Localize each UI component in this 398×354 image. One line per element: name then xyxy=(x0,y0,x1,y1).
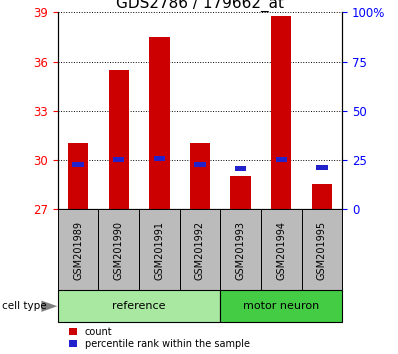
Legend: count, percentile rank within the sample: count, percentile rank within the sample xyxy=(69,327,250,349)
Text: GSM201995: GSM201995 xyxy=(317,221,327,280)
Bar xyxy=(220,209,261,292)
Bar xyxy=(230,176,251,209)
Bar xyxy=(316,165,328,170)
Text: reference: reference xyxy=(112,301,166,311)
Bar xyxy=(235,166,246,171)
Bar xyxy=(68,143,88,209)
Text: GSM201990: GSM201990 xyxy=(114,221,124,280)
Bar xyxy=(109,70,129,209)
Bar xyxy=(302,209,342,292)
Text: motor neuron: motor neuron xyxy=(243,301,320,311)
Bar xyxy=(113,157,124,162)
Bar xyxy=(276,157,287,162)
Bar xyxy=(154,156,165,161)
Text: cell type: cell type xyxy=(2,301,47,311)
Text: GSM201989: GSM201989 xyxy=(73,221,83,280)
Bar xyxy=(58,290,220,322)
Text: GSM201994: GSM201994 xyxy=(276,221,286,280)
Bar xyxy=(98,209,139,292)
Title: GDS2786 / 179662_at: GDS2786 / 179662_at xyxy=(116,0,284,12)
Bar xyxy=(261,209,302,292)
Bar xyxy=(149,37,170,209)
Bar xyxy=(220,290,342,322)
Bar xyxy=(271,16,291,209)
Bar xyxy=(58,209,98,292)
Polygon shape xyxy=(41,301,57,312)
Bar xyxy=(190,143,210,209)
Bar xyxy=(194,162,206,167)
Bar xyxy=(72,162,84,167)
Text: GSM201993: GSM201993 xyxy=(236,221,246,280)
Bar xyxy=(179,209,220,292)
Text: GSM201991: GSM201991 xyxy=(154,221,164,280)
Bar xyxy=(139,209,179,292)
Bar xyxy=(312,184,332,209)
Text: GSM201992: GSM201992 xyxy=(195,221,205,280)
